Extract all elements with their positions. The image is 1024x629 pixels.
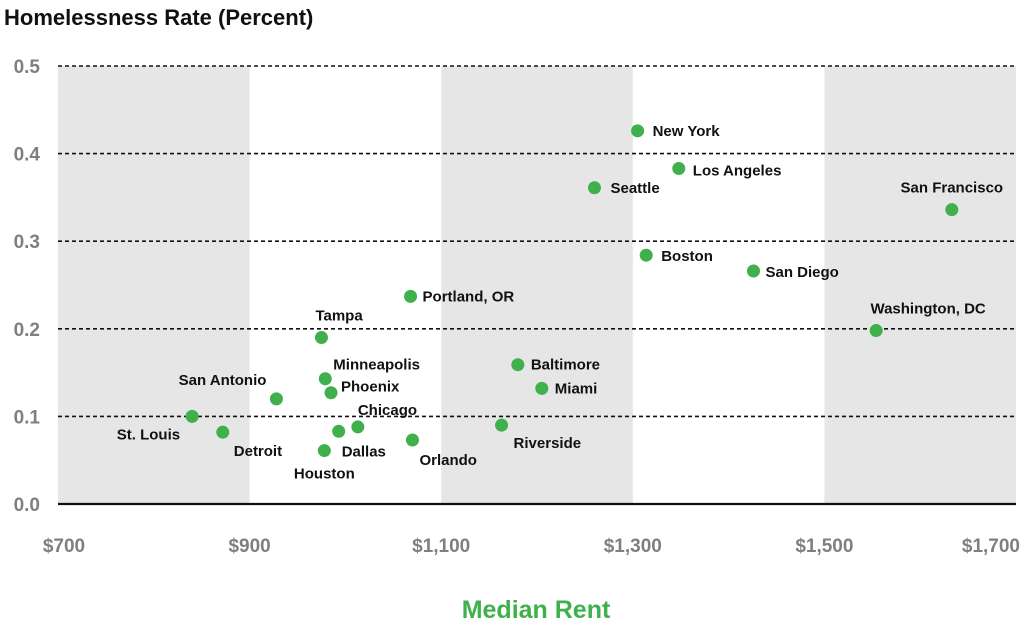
point-label-phoenix: Phoenix (341, 379, 400, 396)
point-label-portland-or: Portland, OR (423, 288, 515, 305)
point-minneapolis (318, 372, 332, 386)
x-tick-labels: $700 $900 $1,100 $1,300 $1,500 $1,700 (43, 536, 1020, 557)
y-tick-label-0: 0.0 (14, 495, 40, 516)
x-tick-label-3: $1,300 (604, 536, 662, 557)
point-baltimore (511, 358, 525, 372)
y-tick-label-1: 0.1 (14, 407, 41, 428)
band-2 (441, 66, 633, 504)
point-miami (535, 381, 549, 395)
point-labels: St. Louis Detroit San Antonio Tampa Minneapo… (117, 123, 1003, 483)
point-label-houston: Houston (294, 466, 355, 483)
gridlines (58, 65, 1016, 418)
point-seattle (587, 181, 601, 195)
point-label-san-diego: San Diego (766, 264, 839, 281)
point-label-seattle: Seattle (610, 180, 659, 197)
point-phoenix (324, 386, 338, 400)
point-orlando (405, 433, 419, 447)
x-tick-label-0: $700 (43, 536, 85, 557)
band-3 (824, 66, 1016, 504)
point-st-louis (185, 409, 199, 423)
point-portland-or (404, 289, 418, 303)
point-label-san-francisco: San Francisco (901, 180, 1004, 197)
y-tick-label-4: 0.4 (14, 145, 41, 166)
point-label-dallas: Dallas (342, 443, 386, 460)
y-tick-label-5: 0.5 (14, 57, 41, 78)
point-tampa (314, 331, 328, 345)
x-tick-label-5: $1,700 (962, 536, 1020, 557)
x-tick-label-4: $1,500 (795, 536, 853, 557)
point-label-los-angeles: Los Angeles (693, 162, 782, 179)
point-dallas (332, 424, 346, 438)
y-tick-label-3: 0.3 (14, 232, 40, 253)
point-los-angeles (672, 161, 686, 175)
point-label-chicago: Chicago (358, 402, 417, 419)
point-washington-dc (869, 324, 883, 338)
data-points (185, 124, 959, 458)
point-label-baltimore: Baltimore (531, 357, 600, 374)
point-san-antonio (269, 392, 283, 406)
point-label-tampa: Tampa (315, 308, 363, 325)
point-label-new-york: New York (653, 123, 721, 140)
x-tick-label-1: $900 (228, 536, 270, 557)
point-detroit (216, 425, 230, 439)
chart-title: Homelessness Rate (Percent) (4, 5, 313, 30)
point-boston (639, 248, 653, 262)
x-tick-label-2: $1,100 (412, 536, 470, 557)
x-axis-label: Median Rent (462, 596, 611, 624)
point-chicago (351, 420, 365, 434)
point-riverside (495, 418, 509, 432)
y-tick-labels: 0.0 0.1 0.2 0.3 0.4 0.5 (14, 57, 41, 516)
point-houston (317, 444, 331, 458)
background-bands (58, 66, 1016, 504)
point-san-diego (747, 264, 761, 278)
point-new-york (631, 124, 645, 138)
point-label-san-antonio: San Antonio (179, 372, 267, 389)
y-tick-label-2: 0.2 (14, 320, 40, 341)
point-label-boston: Boston (661, 248, 713, 265)
point-label-miami: Miami (555, 380, 598, 397)
point-san-francisco (945, 203, 959, 217)
point-label-washington-dc: Washington, DC (870, 301, 985, 318)
point-label-orlando: Orlando (419, 452, 477, 469)
point-label-riverside: Riverside (514, 435, 582, 452)
point-label-detroit: Detroit (234, 443, 282, 460)
point-label-minneapolis: Minneapolis (333, 357, 420, 374)
point-label-st-louis: St. Louis (117, 426, 180, 443)
